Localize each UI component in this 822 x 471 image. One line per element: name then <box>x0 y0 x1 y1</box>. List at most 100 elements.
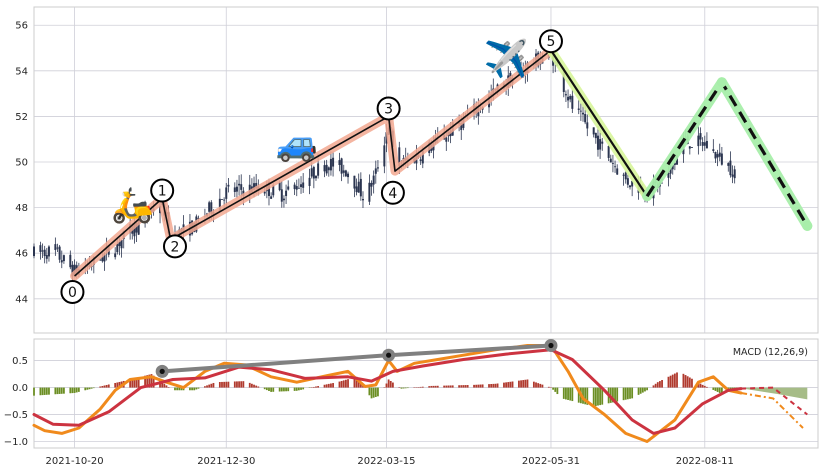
candle-body <box>308 177 311 186</box>
candle-body <box>253 183 256 191</box>
histogram-bar <box>114 382 117 388</box>
candle <box>114 247 117 260</box>
candle-body <box>33 246 35 257</box>
histogram-bar <box>180 387 183 391</box>
candle-body <box>327 167 330 171</box>
candle <box>690 147 693 148</box>
histogram-bar <box>116 382 119 388</box>
histogram-bar <box>532 381 535 388</box>
candle-body <box>338 160 341 166</box>
histogram-bar <box>518 380 520 388</box>
candle-body <box>569 96 572 100</box>
histogram-bar <box>257 386 260 388</box>
candle <box>327 166 330 177</box>
date-tick-label: 2022-08-11 <box>676 456 734 467</box>
candle-body <box>47 246 50 257</box>
candle-body <box>676 155 679 165</box>
histogram-bar <box>223 381 226 388</box>
candle-body <box>383 145 386 167</box>
histogram-bar <box>208 384 211 388</box>
candle-body <box>135 222 138 233</box>
histogram-bar <box>212 382 215 388</box>
histogram-bar <box>464 385 467 388</box>
wave-label-text: 2 <box>171 239 180 255</box>
signal-forecast-line <box>741 386 808 416</box>
candle-body <box>690 147 693 148</box>
wave-label-text: 5 <box>547 34 556 50</box>
histogram-bar <box>174 387 176 391</box>
histogram-bar <box>118 381 121 388</box>
histogram-bar <box>451 385 454 388</box>
wave-label-4: 4 <box>380 180 405 205</box>
histogram-bar <box>133 378 136 388</box>
candle <box>383 136 386 174</box>
candle-body <box>699 133 702 140</box>
candle-body <box>622 174 625 176</box>
histogram-bar <box>584 387 587 405</box>
histogram-bar <box>285 387 287 392</box>
candle <box>39 241 42 260</box>
wave-label-text: 0 <box>68 285 77 301</box>
histogram-bar <box>443 385 446 388</box>
histogram-bar <box>712 387 715 390</box>
candle-body <box>323 165 326 172</box>
histogram-bar <box>99 386 102 388</box>
histogram-bar <box>75 387 78 393</box>
candle-body <box>703 142 706 146</box>
histogram-bar <box>389 380 392 388</box>
histogram-bar <box>686 376 689 388</box>
histogram-bar <box>597 387 599 406</box>
candle-body <box>718 152 721 157</box>
histogram-bar <box>458 385 461 388</box>
histogram-bar <box>54 387 57 395</box>
candle <box>280 181 283 208</box>
candle-body <box>586 122 589 129</box>
candle-body <box>58 246 61 260</box>
candle <box>300 176 303 194</box>
histogram-bar <box>148 374 151 388</box>
histogram-bar <box>569 387 572 401</box>
candle-body <box>601 141 604 144</box>
candle-body <box>317 163 320 176</box>
histogram-bar <box>165 385 168 388</box>
candle-body <box>669 166 672 174</box>
histogram-bar <box>206 385 208 388</box>
wave-label-text: 1 <box>158 184 167 200</box>
histogram-bar <box>377 387 379 397</box>
histogram-bar <box>236 381 238 388</box>
candle-body <box>238 183 241 186</box>
histogram-bar <box>84 387 87 391</box>
histogram-bar <box>421 386 424 388</box>
histogram-bar <box>161 382 164 388</box>
candle-body <box>41 250 44 252</box>
candle-body <box>263 191 266 194</box>
candle-body <box>562 68 565 92</box>
histogram-bar <box>503 382 505 388</box>
histogram-bar <box>312 386 315 388</box>
histogram-bar <box>302 387 305 390</box>
histogram-bar <box>71 387 74 394</box>
histogram-bar <box>601 387 604 405</box>
histogram-bar <box>137 377 140 388</box>
histogram-bar <box>332 383 334 388</box>
histogram-bar <box>716 387 719 392</box>
candle <box>338 152 341 172</box>
histogram-bar <box>404 387 407 389</box>
histogram-bar <box>167 387 170 388</box>
macd-tick-label: −0.5 <box>4 410 28 421</box>
histogram-bar <box>449 385 452 388</box>
histogram-bar <box>374 387 377 398</box>
candle-body <box>114 253 117 258</box>
wave-label-0: 0 <box>60 279 85 304</box>
histogram-bar <box>507 382 510 388</box>
histogram-bar <box>661 380 663 388</box>
candle <box>308 168 311 195</box>
candle <box>592 127 595 138</box>
candle-body <box>233 187 236 193</box>
histogram-bar <box>688 377 691 388</box>
candle-body <box>54 244 57 250</box>
histogram-bar <box>250 383 253 388</box>
histogram-bar <box>524 379 527 388</box>
candle-body <box>729 160 732 176</box>
candle-body <box>667 173 670 178</box>
